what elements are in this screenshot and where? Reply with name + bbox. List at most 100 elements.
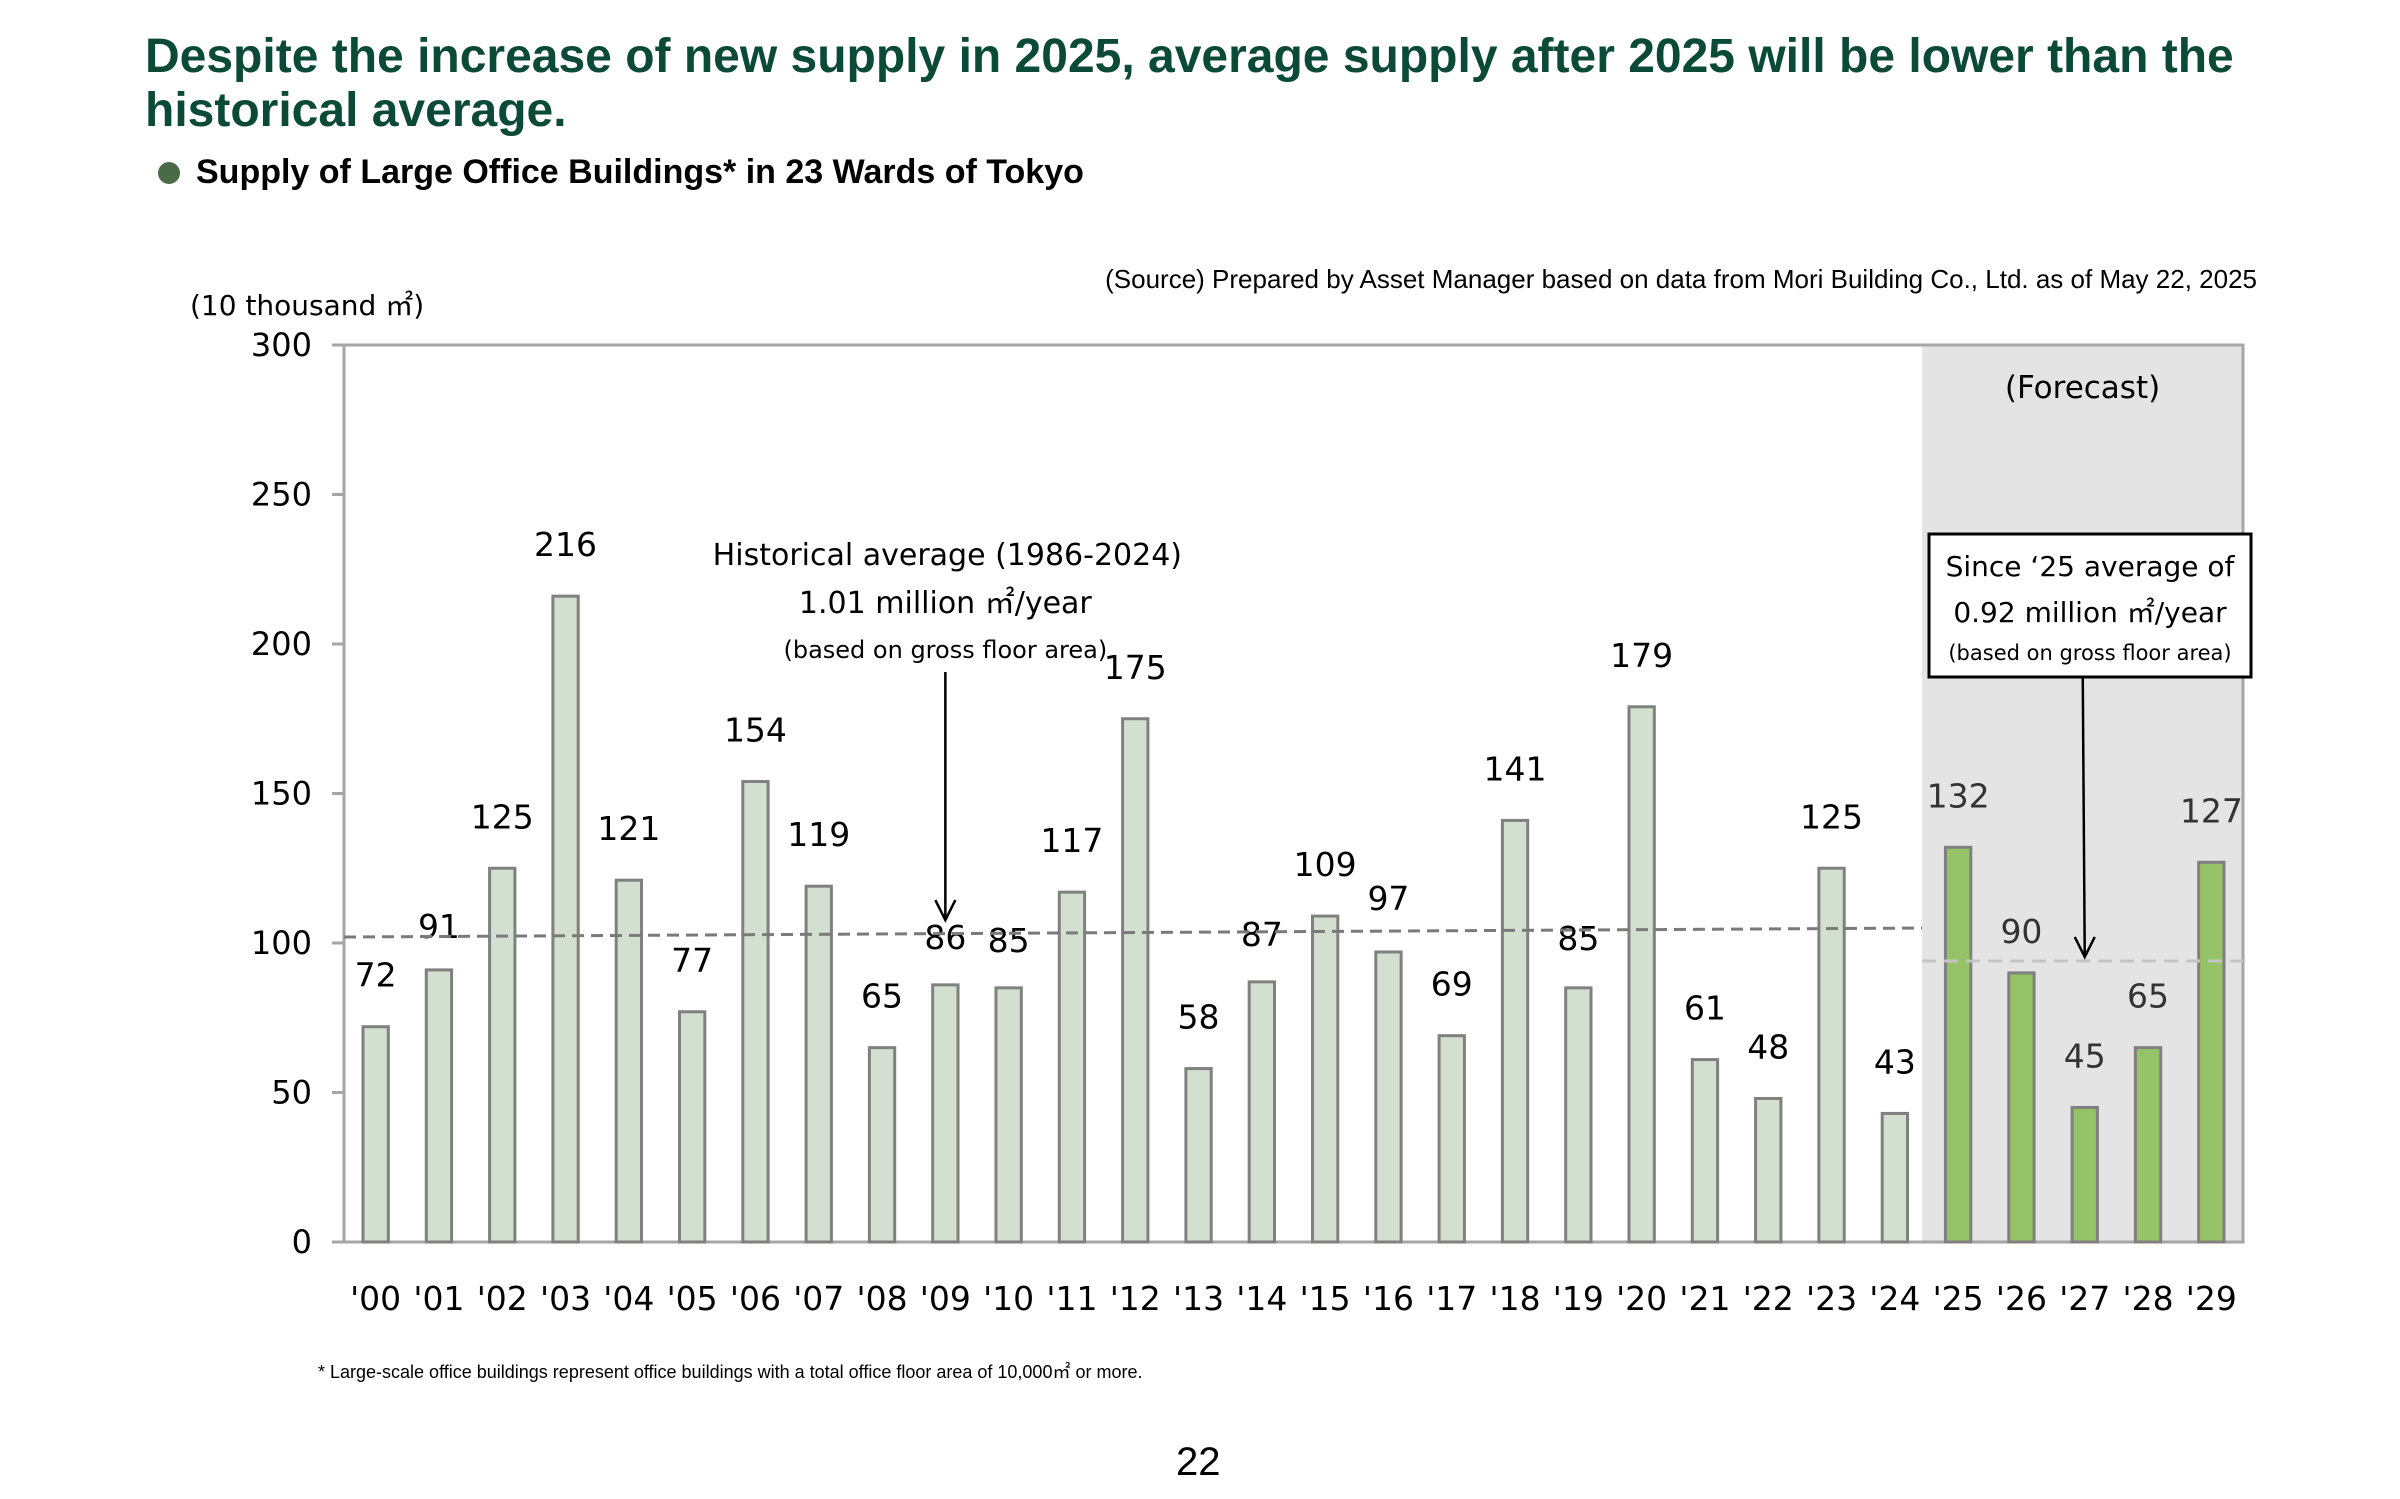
bar-value-label: 175 [1104, 648, 1167, 687]
bar [1121, 717, 1150, 1244]
bar-value-label: 45 [2064, 1036, 2106, 1075]
x-tick-label: '00 [350, 1279, 401, 1318]
y-tick-label: 0 [292, 1223, 312, 1261]
x-tick-label: '28 [2123, 1279, 2174, 1318]
bar [361, 1025, 390, 1244]
x-tick-label: '24 [1869, 1279, 1920, 1318]
y-tick-label: 300 [251, 326, 312, 364]
bar [1690, 1058, 1720, 1244]
y-tick-label: 50 [271, 1074, 312, 1112]
bar-value-label: 65 [2127, 977, 2169, 1016]
bar [424, 968, 454, 1244]
bar [614, 878, 644, 1244]
x-tick-label: '20 [1616, 1279, 1667, 1318]
x-tick-label: '27 [2059, 1279, 2110, 1318]
headline: Despite the increase of new supply in 20… [145, 30, 2234, 137]
bar-value-label: 109 [1294, 845, 1357, 884]
bar-value-label: 61 [1684, 989, 1726, 1028]
bar [1817, 866, 1846, 1244]
x-tick-label: '01 [413, 1279, 464, 1318]
x-tick-label: '19 [1553, 1279, 1604, 1318]
bar [1754, 1096, 1783, 1244]
forecast-bar [2197, 860, 2226, 1244]
bar-value-label: 85 [988, 921, 1030, 960]
bar [1627, 705, 1656, 1244]
footnote: * Large-scale office buildings represent… [318, 1362, 1143, 1382]
x-tick-label: '10 [983, 1279, 1034, 1318]
bar [1500, 818, 1530, 1244]
bar-value-label: 91 [418, 907, 460, 946]
bar-value-label: 121 [597, 809, 660, 848]
arrow-down-icon [2073, 936, 2096, 960]
bar [1564, 986, 1593, 1244]
bar-value-label: 97 [1367, 879, 1409, 918]
y-tick-label: 150 [251, 775, 312, 813]
arrow-down-icon [934, 899, 957, 923]
forecast-average-title: Since ‘25 average of [1946, 550, 2236, 583]
forecast-label: (Forecast) [2005, 370, 2160, 406]
historical-average-title: Historical average (1986-2024) [713, 538, 1182, 573]
bar [488, 866, 517, 1244]
historical-average-value: 1.01 million ㎡/year [799, 586, 1093, 621]
x-tick-label: '11 [1046, 1279, 1097, 1318]
forecast-arrow-shaft [2081, 676, 2086, 957]
x-tick-label: '26 [1996, 1279, 2047, 1318]
bar-value-label: 154 [724, 711, 787, 750]
y-tick-label: 200 [251, 625, 312, 663]
x-tick-label: '25 [1933, 1279, 1984, 1318]
bar-value-label: 65 [861, 977, 903, 1016]
historical-average-line [343, 926, 1923, 939]
bar [1184, 1067, 1213, 1244]
bar [1057, 890, 1087, 1244]
bar-value-label: 119 [787, 815, 850, 854]
x-tick-label: '22 [1743, 1279, 1794, 1318]
x-tick-label: '12 [1110, 1279, 1161, 1318]
bar-value-label: 179 [1610, 636, 1673, 675]
bar-value-label: 125 [471, 797, 534, 836]
x-tick-label: '18 [1490, 1279, 1541, 1318]
x-tick-label: '21 [1679, 1279, 1730, 1318]
x-tick-label: '29 [2186, 1279, 2237, 1318]
chart-subtitle-text: Supply of Large Office Buildings* in 23 … [196, 153, 1084, 191]
bar-value-label: 117 [1040, 821, 1103, 860]
bar-value-label: 77 [671, 941, 713, 980]
x-tick-label: '04 [603, 1279, 654, 1318]
bar-value-label: 72 [355, 956, 397, 995]
bar-value-label: 87 [1241, 915, 1283, 954]
x-tick-label: '23 [1806, 1279, 1857, 1318]
bar [804, 884, 833, 1244]
x-tick-label: '06 [730, 1279, 781, 1318]
bar [677, 1010, 707, 1244]
y-tick-label: 250 [251, 476, 312, 514]
x-tick-label: '02 [477, 1279, 528, 1318]
bullet-icon [158, 161, 180, 184]
historical-average-note: (based on gross floor area) [783, 636, 1107, 664]
bar [741, 780, 770, 1244]
bar-value-label: 125 [1800, 797, 1863, 836]
bar [931, 983, 960, 1244]
y-tick-label: 100 [251, 924, 312, 962]
forecast-average-box [1927, 532, 2253, 679]
bar [1310, 914, 1340, 1244]
x-tick-label: '16 [1363, 1279, 1414, 1318]
bar-value-label: 86 [924, 918, 966, 957]
forecast-average-value: 0.92 million ㎡/year [1953, 596, 2227, 629]
bar [994, 986, 1023, 1244]
x-tick-label: '13 [1173, 1279, 1224, 1318]
y-axis-label: (10 thousand ㎡) [190, 289, 424, 322]
source-note: (Source) Prepared by Asset Manager based… [1105, 264, 2257, 294]
bar [1247, 980, 1277, 1244]
x-tick-label: '05 [667, 1279, 718, 1318]
bar [1880, 1111, 1910, 1244]
bar-value-label: 58 [1178, 998, 1220, 1037]
bar [551, 594, 580, 1244]
bar-value-label: 43 [1874, 1042, 1916, 1081]
chart-subtitle: Supply of Large Office Buildings* in 23 … [158, 153, 1084, 192]
bar [1437, 1034, 1466, 1244]
bar-value-label: 141 [1484, 749, 1547, 788]
forecast-bar [2133, 1046, 2163, 1244]
x-tick-label: '14 [1236, 1279, 1287, 1318]
bar-value-label: 90 [2000, 912, 2042, 951]
bar-value-label: 127 [2180, 791, 2243, 830]
